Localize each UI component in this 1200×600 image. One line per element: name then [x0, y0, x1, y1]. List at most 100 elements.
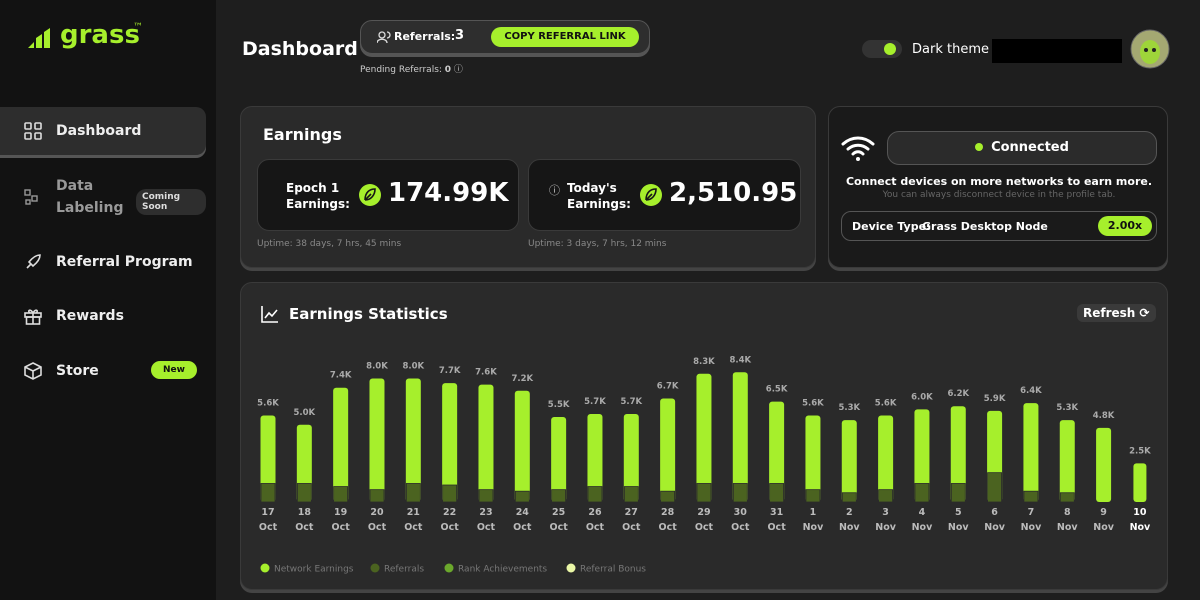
x-tick-label: 28 [661, 507, 675, 518]
trademark: ™ [133, 22, 143, 33]
x-tick-label: Oct [441, 522, 460, 533]
x-tick-label: Oct [622, 522, 641, 533]
value-label: 7.6K [475, 368, 497, 378]
x-tick-label: 27 [625, 507, 638, 518]
bar-segment [805, 489, 821, 503]
value-label: 6.5K [766, 385, 788, 395]
bar-segment [660, 490, 676, 503]
x-tick-label: 9 [1100, 507, 1107, 518]
copy-referral-button[interactable]: COPY REFERRAL LINK [491, 27, 639, 47]
theme-toggle[interactable] [862, 40, 902, 58]
bar [333, 387, 349, 502]
value-label: 2.5K [1129, 446, 1151, 456]
bar-segment [442, 484, 458, 503]
leaf-icon [640, 184, 662, 206]
value-label: 6.7K [657, 382, 679, 392]
bar [1023, 403, 1039, 502]
value-label: 8.3K [693, 357, 715, 367]
logo-icon [28, 28, 50, 48]
x-tick-label: Nov [1130, 522, 1151, 533]
x-tick-label: 19 [334, 507, 347, 518]
legend-swatch [566, 563, 576, 573]
bar [369, 378, 385, 502]
x-tick-label: 10 [1133, 507, 1147, 518]
value-label: 6.2K [947, 389, 969, 399]
legend-label: Referrals [384, 565, 424, 575]
x-tick-label: 20 [370, 507, 384, 518]
bar [841, 420, 857, 502]
bar-segment [1059, 492, 1075, 503]
pending-label: Pending Referrals: [360, 65, 442, 75]
earnings-card: ⓘ Today's Earnings: 2,510.95 [528, 159, 801, 231]
nav-store[interactable]: Store New [0, 347, 206, 395]
bar-segment [369, 489, 385, 503]
nav-label: Store [56, 363, 99, 379]
sidebar: grass ™ Dashboard Data Labeling Coming S… [0, 0, 216, 600]
value-label: 8.4K [729, 355, 751, 365]
x-tick-label: Oct [586, 522, 605, 533]
x-tick-label: 5 [955, 507, 962, 518]
x-tick-label: Nov [1021, 522, 1042, 533]
connect-message: Connect devices on more networks to earn… [845, 175, 1153, 188]
earnings-title: Earnings [263, 125, 342, 144]
value-label: 6.0K [911, 392, 933, 402]
x-tick-label: 24 [516, 507, 530, 518]
bar [769, 401, 785, 502]
bar-segment [1023, 490, 1039, 503]
chart-panel: Earnings Statistics Refresh ⟳ 5.6K 17 Oct 5… [240, 282, 1168, 590]
bar-segment [260, 483, 276, 503]
bar-segment [296, 483, 312, 503]
icon [24, 189, 38, 205]
nav-data-labeling[interactable]: Data Labeling Coming Soon [0, 172, 206, 222]
bar-segment [878, 489, 894, 503]
x-tick-label: 26 [588, 507, 602, 518]
referrals-count: 3 [455, 28, 465, 43]
device-name: Grass Desktop Node [922, 220, 1048, 233]
chart-icon [261, 306, 278, 323]
legend-label: Network Earnings [274, 565, 354, 575]
bar [732, 372, 748, 502]
refresh-label: Refresh [1083, 306, 1136, 320]
x-tick-label: 18 [298, 507, 312, 518]
bar [405, 378, 421, 502]
value-label: 7.7K [439, 366, 461, 376]
value-label: 5.3K [1056, 403, 1078, 413]
x-tick-label: Nov [839, 522, 860, 533]
value-label: 4.8K [1093, 411, 1115, 421]
bar-segment [696, 483, 712, 503]
value-label: 5.3K [838, 403, 860, 413]
x-tick-label: 30 [734, 507, 748, 518]
connect-note: You can always disconnect device in the … [882, 190, 1116, 200]
x-tick-label: Nov [1093, 522, 1114, 533]
referrals-label: Referrals: [394, 30, 456, 43]
bar [551, 417, 567, 502]
x-tick-label: Oct [659, 522, 678, 533]
nav-rewards[interactable]: Rewards [0, 292, 206, 340]
x-tick-label: Oct [477, 522, 496, 533]
chart-title: Earnings Statistics [289, 305, 448, 323]
bar-segment [405, 483, 421, 503]
x-tick-label: 2 [846, 507, 853, 518]
x-tick-label: Nov [912, 522, 933, 533]
x-tick-label: 7 [1028, 507, 1035, 518]
card-label: Today's Earnings: [567, 181, 631, 211]
avatar[interactable] [1130, 29, 1170, 69]
bar-segment [769, 483, 785, 503]
nav-dashboard[interactable]: Dashboard [0, 107, 206, 155]
bar-segment [478, 489, 494, 503]
refresh-button[interactable]: Refresh ⟳ [1077, 304, 1156, 322]
device-row: Device Type: Grass Desktop Node 2.00x [841, 211, 1157, 241]
bar [1059, 420, 1075, 502]
value-label: 5.7K [584, 397, 606, 407]
x-tick-label: Oct [767, 522, 786, 533]
x-tick-label: 21 [407, 507, 420, 518]
x-tick-label: 22 [443, 507, 456, 518]
x-tick-label: 23 [479, 507, 492, 518]
wifi-icon [841, 136, 875, 161]
legend-swatch [260, 563, 270, 573]
nav-referral[interactable]: Referral Program [0, 238, 206, 286]
x-tick-label: Oct [731, 522, 750, 533]
bar-segment [623, 486, 639, 503]
value-label: 7.2K [511, 374, 533, 384]
